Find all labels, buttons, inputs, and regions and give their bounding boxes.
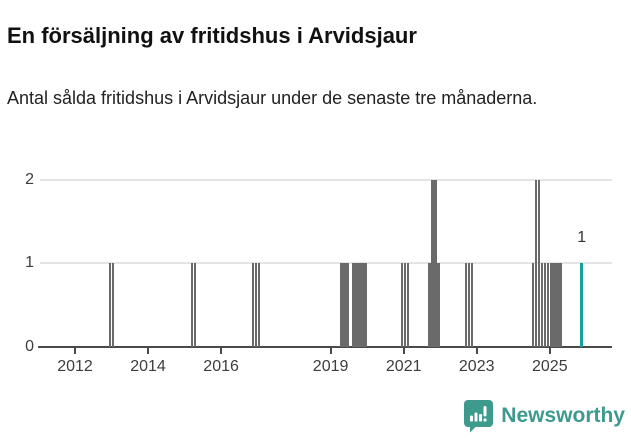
- bar: [428, 263, 431, 347]
- bar: [546, 263, 550, 347]
- newsworthy-logo-icon: [463, 399, 494, 433]
- bar: [534, 180, 538, 347]
- bar: [559, 263, 562, 347]
- newsworthy-logo[interactable]: Newsworthy: [463, 399, 625, 433]
- x-axis-tick-label: 2014: [130, 357, 166, 375]
- x-axis-line: [38, 345, 612, 348]
- y-axis-tick-label: 0: [25, 337, 34, 355]
- x-axis-tick-label: 2021: [385, 357, 422, 375]
- x-axis-tick-label: 2019: [312, 357, 349, 375]
- x-axis-tick: [329, 347, 332, 354]
- bar: [361, 263, 364, 347]
- bar: [346, 263, 349, 347]
- x-axis-tick: [74, 347, 76, 354]
- bar: [400, 263, 404, 347]
- bar: [470, 263, 474, 347]
- bar: [431, 180, 434, 347]
- gridline: [40, 179, 612, 181]
- highlighted-bar: [580, 263, 583, 347]
- x-axis-tick: [220, 347, 223, 354]
- bar: [550, 263, 553, 347]
- bar: [543, 263, 547, 347]
- bar: [251, 263, 255, 347]
- bar: [531, 263, 535, 347]
- x-axis-tick-label: 2012: [57, 357, 93, 375]
- y-axis-tick-label: 2: [25, 171, 34, 188]
- bar: [434, 180, 437, 347]
- bar: [364, 263, 367, 347]
- bar: [540, 263, 544, 347]
- bar: [464, 263, 468, 347]
- x-axis-tick: [147, 347, 149, 354]
- x-axis-tick: [475, 347, 478, 354]
- x-axis-tick-label: 2025: [532, 357, 568, 375]
- bar: [343, 263, 346, 347]
- x-axis-tick: [548, 347, 551, 354]
- bar: [358, 263, 361, 347]
- page-subtitle: Antal sålda fritidshus i Arvidsjaur unde…: [7, 88, 538, 108]
- bar: [254, 263, 258, 347]
- newsworthy-logo-text: Newsworthy: [501, 404, 625, 427]
- bar: [467, 263, 471, 347]
- bar: [111, 263, 115, 347]
- bar: [108, 263, 112, 347]
- page-title: En försäljning av fritidshus i Arvidsjau…: [7, 22, 417, 48]
- bar: [403, 263, 407, 347]
- bar: [553, 263, 556, 347]
- bar: [257, 263, 261, 347]
- x-axis-tick-label: 2023: [458, 357, 495, 375]
- bar-value-label: 1: [577, 229, 587, 247]
- bar: [340, 263, 343, 347]
- bar: [537, 180, 541, 347]
- chart: 0 1 2 2012 2014 2016 2019 2021 2023 2025 1: [0, 165, 631, 400]
- gridline: [40, 262, 612, 265]
- bar: [352, 263, 355, 347]
- bar: [355, 263, 358, 347]
- bar: [437, 263, 440, 347]
- bar: [556, 263, 559, 347]
- x-axis-tick-label: 2016: [203, 357, 239, 375]
- bar: [406, 263, 410, 347]
- x-axis-tick: [402, 347, 405, 354]
- bar: [190, 263, 194, 347]
- bar: [193, 263, 197, 347]
- y-axis-tick-label: 1: [25, 254, 34, 272]
